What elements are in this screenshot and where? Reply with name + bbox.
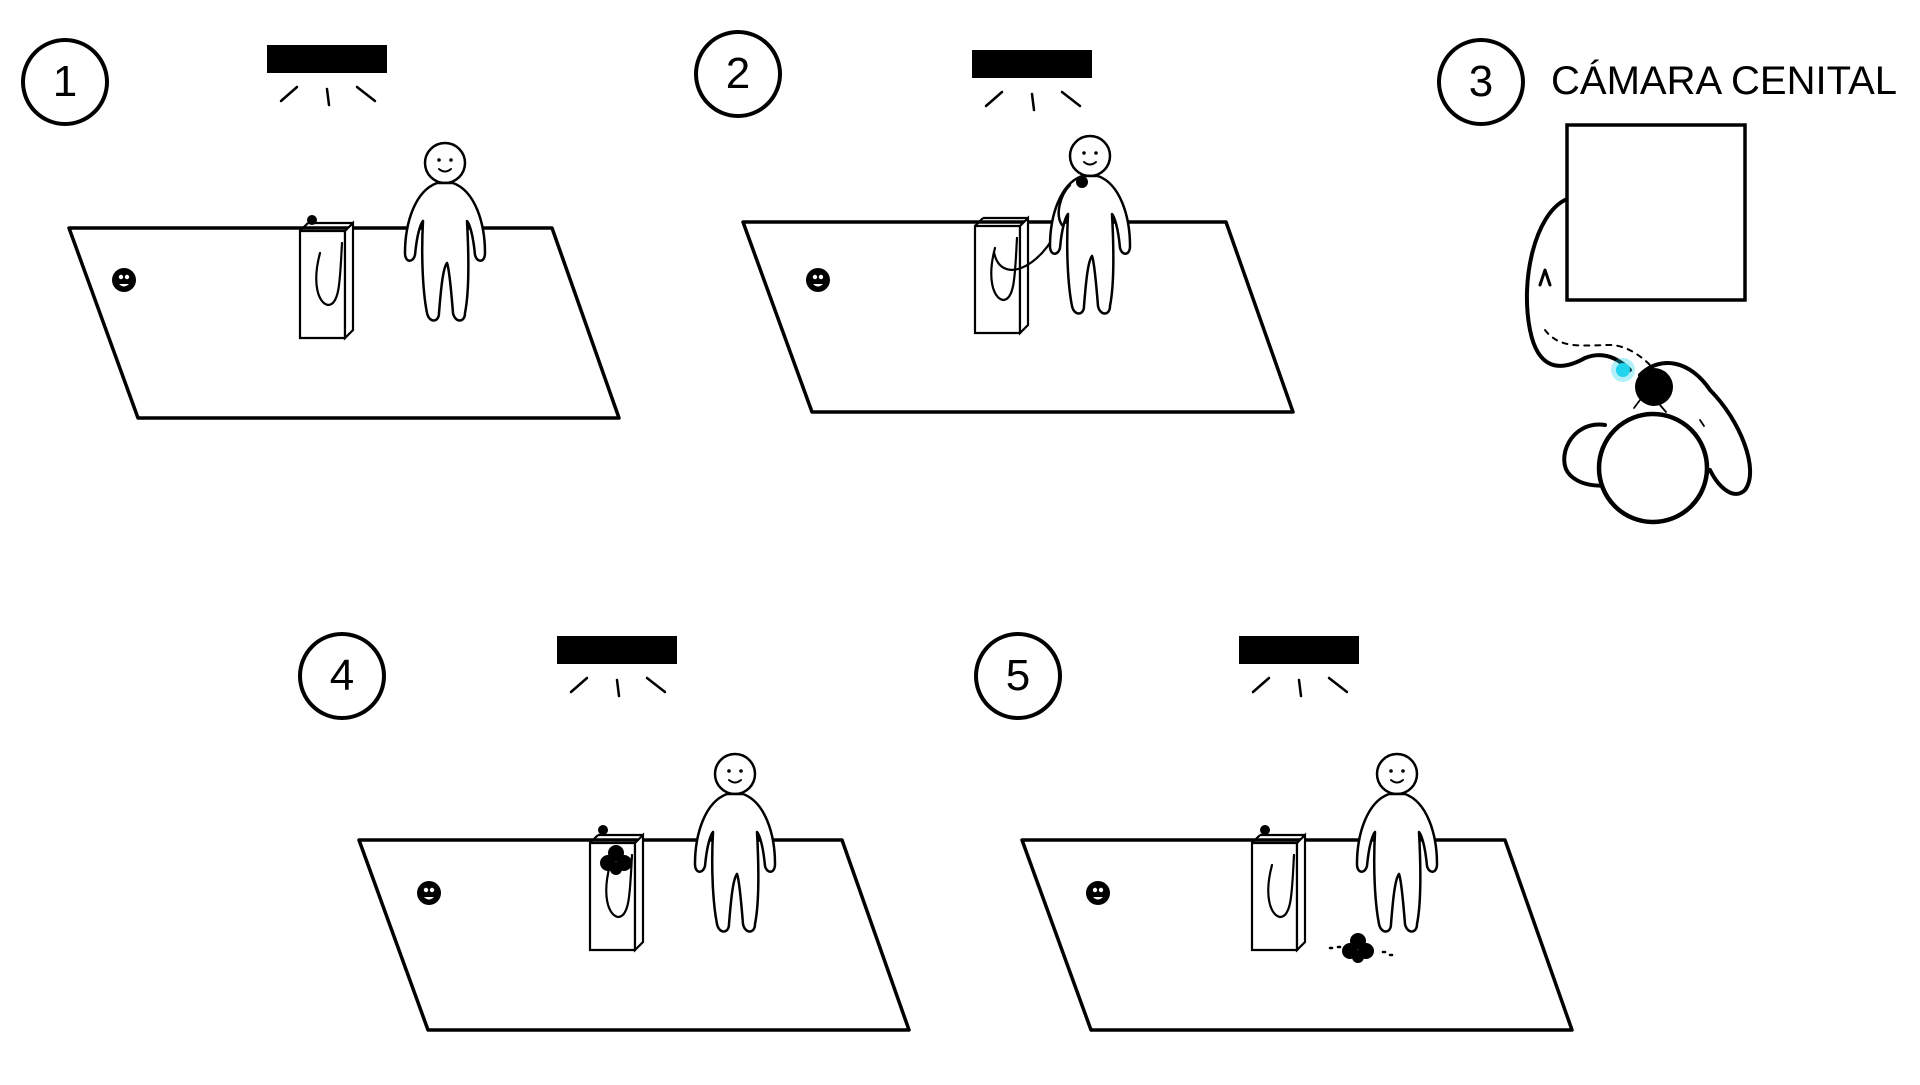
panel-number-circle <box>298 632 386 720</box>
panel-number-circle <box>974 632 1062 720</box>
floor-marker-icon <box>1086 881 1110 905</box>
splash-dots <box>1328 945 1394 957</box>
panel-number: 1 <box>53 57 77 106</box>
floor-marker-icon <box>417 881 441 905</box>
panel-number: 2 <box>726 49 750 98</box>
panel-5: 5 <box>974 632 1574 1032</box>
microphone-icon <box>307 215 317 225</box>
panel-2: 2 <box>694 30 1295 414</box>
panel-4: 4 <box>298 632 911 1032</box>
microphone-icon <box>1260 825 1270 835</box>
panel-3: 3 CÁMARA CENITAL <box>1437 38 1897 525</box>
panel-number-circle <box>1437 38 1525 126</box>
spotlight-icon <box>265 43 389 107</box>
floor-marker-icon <box>806 268 830 292</box>
panel-title: CÁMARA CENITAL <box>1551 58 1897 103</box>
performer-head-top <box>1596 411 1710 525</box>
microphone-stand <box>973 216 1030 335</box>
spotlight-icon <box>1237 634 1361 698</box>
panel-number: 4 <box>330 651 354 700</box>
panel-number: 3 <box>1469 57 1493 106</box>
cable-loop <box>1524 198 1632 372</box>
panel-number-circle <box>21 38 109 126</box>
microphone-head-icon <box>1635 368 1673 406</box>
panel-number: 5 <box>1006 651 1030 700</box>
spotlight-icon <box>970 48 1094 112</box>
panel-1: 1 <box>21 38 621 420</box>
mic-light-icon <box>1616 363 1630 377</box>
motion-lines <box>1633 399 1705 427</box>
microphone-stand <box>1250 833 1307 952</box>
floor-marker-icon <box>112 268 136 292</box>
performer-arm-raised <box>1057 183 1072 227</box>
stand-top-view <box>1565 123 1747 302</box>
performer-arm-top <box>1638 361 1753 496</box>
microphone-icon <box>598 825 608 835</box>
microphone-icon <box>1076 176 1088 188</box>
panel-number-circle <box>694 30 782 118</box>
spotlight-icon <box>555 634 679 698</box>
microphone-stand <box>298 221 355 340</box>
dashed-path <box>1544 329 1651 366</box>
arrow-icon <box>1538 268 1552 287</box>
